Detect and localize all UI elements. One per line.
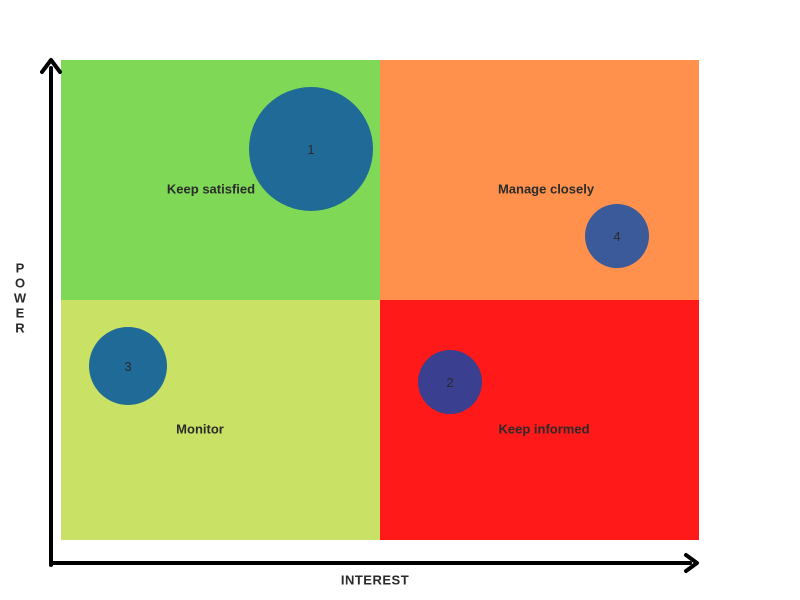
- y-axis-arrowhead: [40, 58, 62, 74]
- quadrant-label-keep-satisfied: Keep satisfied: [166, 181, 256, 197]
- stakeholder-bubble-4[interactable]: 4: [585, 204, 649, 268]
- quadrant-label-monitor: Monitor: [176, 421, 224, 437]
- x-axis-title: INTEREST: [340, 572, 410, 588]
- quadrant-label-manage-closely: Manage closely: [497, 181, 595, 197]
- stakeholder-bubble-2[interactable]: 2: [418, 350, 482, 414]
- quadrant-label-keep-informed: Keep informed: [498, 421, 590, 437]
- quadrant-keep-informed: [380, 300, 699, 540]
- stakeholder-bubble-1[interactable]: 1: [249, 87, 373, 211]
- stakeholder-bubble-3[interactable]: 3: [89, 327, 167, 405]
- quadrant-manage-closely: [380, 60, 699, 300]
- x-axis-arrowhead: [684, 553, 699, 573]
